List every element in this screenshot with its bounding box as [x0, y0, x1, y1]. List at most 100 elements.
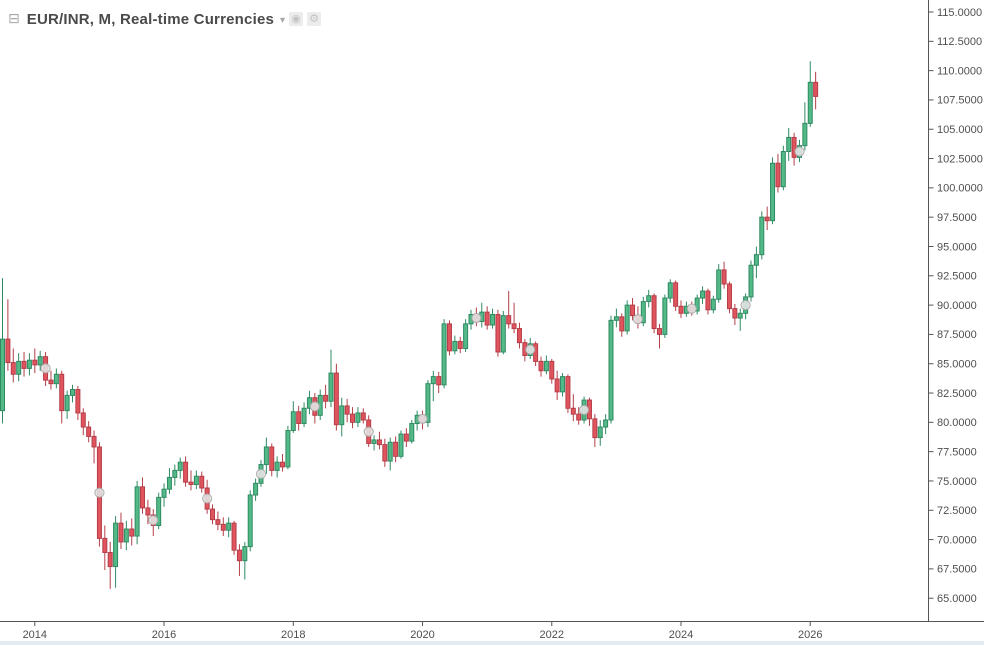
event-marker-icon: [94, 487, 105, 498]
candle-body: [753, 254, 759, 266]
candle-body: [280, 461, 286, 468]
gear-icon[interactable]: ⚙: [307, 12, 322, 26]
time-axis-label: 2022: [540, 629, 564, 641]
candle-body: [328, 372, 334, 402]
candle-body: [215, 519, 221, 525]
candle-body: [560, 376, 566, 393]
candle-body: [436, 376, 442, 386]
event-marker-icon: [148, 515, 159, 526]
event-marker-icon: [202, 493, 213, 504]
candle-body: [10, 362, 16, 375]
chart-legend: ⊟ EUR/INR, M, Real-time Currencies ▾ ◉ ⚙: [8, 9, 322, 29]
candle-body: [70, 389, 76, 396]
candle-body: [16, 360, 22, 375]
candle-body: [113, 522, 119, 568]
collapse-pane-icon[interactable]: ⊟: [8, 11, 20, 27]
candle-body: [446, 323, 452, 352]
candle-body: [640, 301, 646, 324]
event-marker-icon: [40, 363, 51, 374]
candle-body: [140, 486, 146, 509]
event-marker-icon: [794, 146, 805, 157]
candle-body: [177, 461, 183, 471]
candle-body: [26, 359, 32, 369]
candle-body: [118, 522, 124, 543]
candle-body: [495, 313, 501, 353]
price-axis-label: 107.5000: [937, 95, 983, 107]
candle-body: [269, 446, 275, 471]
candle-body: [791, 136, 797, 158]
candle-body: [134, 486, 140, 537]
candle-body: [651, 295, 657, 330]
candle-body: [145, 507, 151, 516]
event-marker-icon: [686, 303, 697, 314]
time-axis-label: 2016: [152, 629, 176, 641]
candle-body: [506, 315, 512, 325]
candle-body: [608, 319, 614, 421]
price-axis-label: 90.0000: [937, 300, 977, 312]
candle-body: [603, 419, 609, 428]
candle-body: [592, 418, 598, 439]
time-axis-label: 2014: [23, 629, 47, 641]
event-marker-icon: [525, 344, 536, 355]
price-axis-label: 102.5000: [937, 153, 983, 165]
candle-body: [21, 360, 27, 369]
candle-body: [694, 297, 700, 312]
candle-body: [425, 383, 431, 423]
candle-body: [64, 394, 70, 412]
candle-body: [75, 389, 81, 414]
time-axis-label: 2018: [281, 629, 305, 641]
candle-body: [576, 413, 582, 421]
candle-body: [0, 338, 5, 412]
candle-body: [333, 372, 339, 426]
candle-body: [619, 316, 625, 332]
candle-body: [673, 282, 679, 307]
candle-body: [285, 430, 291, 468]
price-axis-label: 72.5000: [937, 505, 977, 517]
time-axis-label: 2026: [798, 629, 822, 641]
candle-body: [91, 435, 97, 448]
candle-body: [183, 461, 189, 483]
candle-body: [199, 475, 205, 489]
price-axis-label: 65.0000: [937, 593, 977, 605]
candle-body: [770, 162, 776, 222]
candle-body: [403, 433, 409, 442]
candle-body: [570, 407, 576, 415]
candle-body: [786, 136, 792, 153]
candle-body: [296, 411, 302, 425]
price-axis-label: 82.5000: [937, 388, 977, 400]
candle-body: [441, 323, 447, 386]
candle-body: [452, 340, 458, 352]
candle-body: [376, 439, 382, 446]
candle-body: [350, 413, 356, 423]
candle-body: [263, 446, 269, 466]
candle-body: [511, 323, 517, 330]
candle-body: [700, 290, 706, 299]
candle-body: [490, 313, 496, 326]
candle-body: [764, 216, 770, 222]
candle-body: [53, 373, 59, 385]
price-axis-label: 97.5000: [937, 212, 977, 224]
candle-body: [48, 379, 54, 385]
candle-body: [543, 360, 549, 372]
candle-body: [5, 338, 11, 364]
candle-body: [463, 323, 469, 349]
candle-body: [371, 439, 377, 444]
candle-body: [516, 328, 522, 344]
candle-body: [613, 316, 619, 321]
price-axis-label: 75.0000: [937, 476, 977, 488]
symbol-title[interactable]: EUR/INR, M, Real-time Currencies: [26, 10, 275, 28]
candle-body: [301, 407, 307, 425]
candle-body: [193, 475, 199, 485]
candle-body: [102, 537, 108, 553]
candle-body: [409, 423, 415, 442]
candle-body: [86, 426, 92, 437]
chart-pane[interactable]: [0, 0, 928, 621]
price-axis[interactable]: [928, 0, 984, 621]
candle-body: [393, 441, 399, 457]
chevron-down-icon[interactable]: ▾: [280, 14, 286, 26]
candle-body: [802, 122, 808, 147]
price-axis-label: 92.5000: [937, 271, 977, 283]
source-circle-icon[interactable]: ◉: [289, 12, 304, 26]
